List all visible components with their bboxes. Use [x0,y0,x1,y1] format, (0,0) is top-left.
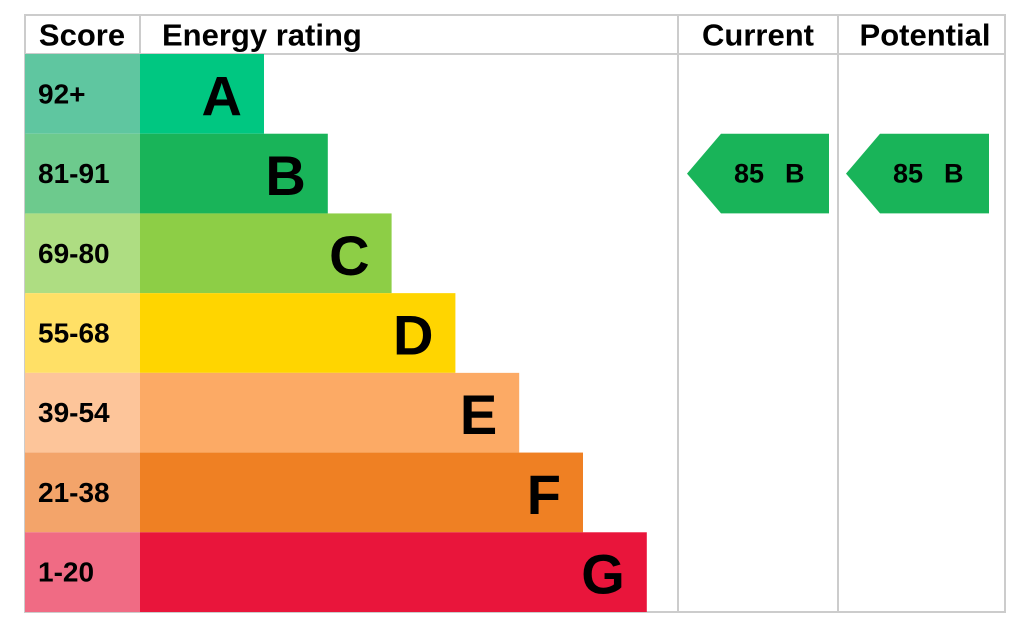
rating-letter: C [329,224,369,287]
score-cell [25,293,140,373]
rating-bar [140,213,392,294]
score-range: 1-20 [38,557,94,588]
current-arrow [687,133,829,214]
potential-letter: B [944,159,964,189]
score-range: 69-80 [38,238,110,269]
score-range: 39-54 [38,397,110,428]
header-energy: Energy rating [162,18,362,53]
score-cell [25,54,140,134]
score-range: 92+ [38,78,86,109]
score-cell [25,213,140,294]
rating-bar [140,452,583,533]
current-letter: B [785,159,805,189]
score-cell [25,133,140,214]
rating-bar [140,372,520,453]
rating-letter: G [581,543,625,606]
header-potential: Potential [860,18,991,53]
current-score: 85 [734,159,764,189]
score-range: 21-38 [38,477,110,508]
score-range: 55-68 [38,318,110,349]
potential-arrow [846,133,989,214]
score-cell [25,372,140,453]
rating-letter: E [460,383,497,446]
score-range: 81-91 [38,158,110,189]
rating-letter: A [202,64,242,127]
score-cell [25,452,140,533]
potential-score: 85 [893,159,923,189]
rating-letter: B [265,144,305,207]
rating-bar [140,293,456,373]
rating-bar [140,133,328,214]
rating-bar [140,54,264,134]
header-score: Score [39,18,125,53]
rating-letter: F [527,463,561,526]
rating-letter: D [393,304,433,367]
rating-bar [140,532,647,612]
header-current: Current [702,18,814,53]
score-cell [25,532,140,612]
